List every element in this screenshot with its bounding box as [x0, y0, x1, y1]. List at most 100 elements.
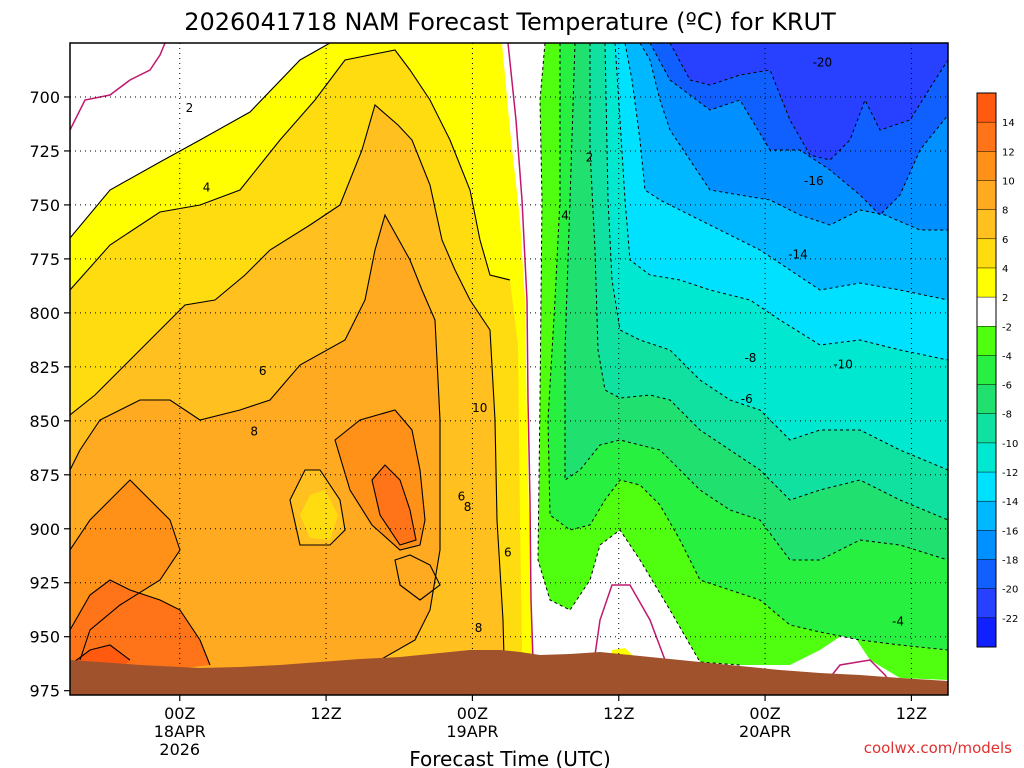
y-tick-label: 800 [29, 304, 60, 323]
colorbar-tick-label: 12 [1002, 147, 1015, 158]
x-tick-label: 12Z [603, 704, 634, 723]
x-axis-label: Forecast Time (UTC) [409, 747, 611, 768]
contour-label: -10 [833, 358, 853, 372]
colorbar-swatch [977, 413, 996, 444]
chart-title: 2026041718 NAM Forecast Temperature (ºC)… [184, 8, 836, 36]
grid [70, 43, 948, 695]
contour-12-low [70, 579, 211, 666]
colorbar-swatch [977, 122, 996, 152]
contour-label: -20 [813, 55, 833, 69]
x-tick-date: 18APR [154, 722, 206, 741]
colorbar-swatch [977, 501, 996, 531]
plot-frame [69, 42, 949, 696]
freezing-line-main [507, 43, 534, 695]
colorbar-tick-label: 6 [1002, 235, 1008, 246]
contour-label: -14 [788, 248, 808, 262]
colorbar-frame [976, 92, 997, 648]
x-tick-label: 12Z [896, 704, 927, 723]
colorbar-tick-label: -10 [1002, 439, 1018, 450]
colorbar-tick-label: -2 [1002, 322, 1012, 333]
x-tick-date: 19APR [446, 722, 498, 741]
colorbar-tick-label: -20 [1002, 585, 1018, 596]
colorbar-swatch [977, 93, 996, 123]
temp-band-4-to-6-pocket [300, 490, 338, 540]
colorbar-swatch [977, 267, 996, 298]
y-tick-label: 825 [29, 358, 60, 377]
contour-6-pocket [289, 469, 346, 546]
contour-label: -8 [744, 351, 756, 365]
contour-lines-cold [537, 43, 948, 666]
x-tick-date: 20APR [739, 722, 791, 741]
colorbar-swatch [977, 238, 996, 269]
y-tick-label: 975 [29, 682, 60, 701]
colorbar-tick-label: 2 [1002, 293, 1008, 304]
contour-minus20 [669, 43, 948, 161]
colorbar-swatch [977, 384, 996, 415]
colorbar-swatch [977, 209, 996, 240]
contour-label: 8 [250, 425, 258, 439]
contour-label: 8 [464, 500, 472, 514]
freezing-line-upper-left [70, 43, 166, 131]
colorbar-swatch [977, 151, 996, 181]
x-tick-label: 12Z [310, 704, 341, 723]
contour-label-bg [945, 400, 970, 414]
colorbar-tick-label: -14 [1002, 497, 1018, 508]
colorbar-swatch [977, 442, 996, 473]
colorbar-swatch [977, 588, 996, 619]
contour-2 [70, 43, 331, 239]
contour-label: -6 [741, 392, 753, 406]
colorbar-tick-label: -18 [1002, 556, 1018, 567]
colorbar-tick-label: -16 [1002, 526, 1018, 537]
contour-minus12 [614, 43, 948, 361]
colorbar-tick-label: 4 [1002, 264, 1008, 275]
colorbar: 14 12 10 8 6 4 2 -2 -4 -6 -8 -10 -12 -14 -16 -18 -20 -22 [976, 92, 1018, 648]
temp-band-10-to-12 [372, 465, 416, 545]
contour-label: 4 [561, 209, 569, 223]
x-tick-year: 2026 [159, 740, 200, 759]
y-tick-label: 875 [29, 466, 60, 485]
colorbar-swatch [977, 617, 996, 648]
colorbar-tick-label: 8 [1002, 206, 1008, 217]
colorbar-tick-label: -12 [1002, 468, 1018, 479]
y-tick-label: 950 [29, 628, 60, 647]
contour-label: -16 [804, 174, 824, 188]
contour-label: 8 [475, 621, 483, 635]
contour-6-lower [394, 554, 441, 601]
colorbar-tick-label: -6 [1002, 381, 1012, 392]
contour-minus16 [639, 43, 948, 231]
colorbar-swatch [977, 472, 996, 502]
contour-label: 6 [504, 546, 512, 560]
contour-label: -18 [1002, 191, 1022, 205]
contour-minus8 [589, 43, 948, 521]
credit-text: coolwx.com/models [864, 739, 1012, 757]
contour-minus18 [649, 43, 948, 216]
colorbar-tick-label: 10 [1002, 176, 1015, 187]
y-tick-label: 775 [29, 250, 60, 269]
x-tick-label: 00Z [164, 704, 195, 723]
colorbar-swatch [977, 297, 996, 327]
contour-minus4 [547, 43, 948, 651]
contour-label: 6 [458, 489, 466, 503]
contour-8 [70, 213, 441, 671]
y-tick-label: 850 [29, 412, 60, 431]
contour-12 [371, 464, 417, 546]
x-tick-label: 00Z [749, 704, 780, 723]
y-axis: 700 725 750 775 800 825 850 875 900 925 950 975 [29, 88, 70, 701]
y-tick-label: 700 [29, 88, 60, 107]
colorbar-tick-label: -8 [1002, 410, 1012, 421]
temp-band-minus20-to-minus22 [670, 43, 948, 160]
contour-minus10 [604, 43, 948, 471]
colorbar-swatch [977, 326, 996, 356]
colorbar-tick-label: -22 [1002, 614, 1018, 625]
contour-label: -12 [948, 401, 968, 415]
colorbar-swatch [977, 530, 996, 561]
contour-6 [70, 104, 506, 695]
y-tick-label: 925 [29, 574, 60, 593]
contour-label: 2 [186, 101, 194, 115]
contour-minus6 [564, 43, 948, 561]
contour-label: 10 [472, 401, 487, 415]
